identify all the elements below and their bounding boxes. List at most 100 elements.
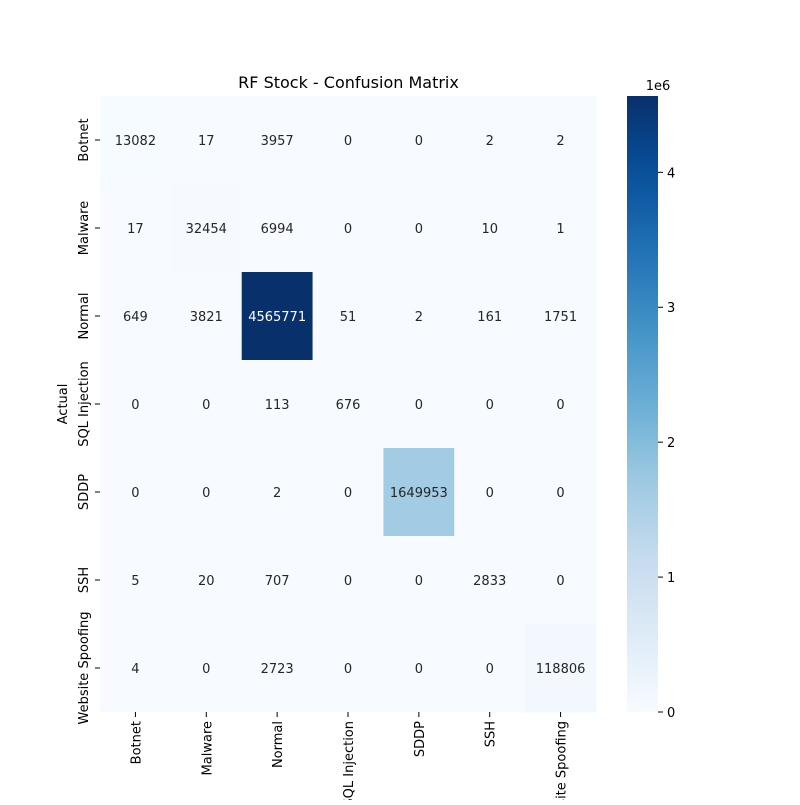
heatmap-cell	[100, 272, 172, 361]
heatmap-cell	[312, 184, 384, 273]
heatmap-cell	[525, 448, 597, 537]
cell-value-label: 13082	[115, 134, 156, 149]
column-tick-label: SSH	[484, 721, 499, 747]
heatmap-cell	[241, 624, 314, 713]
cell-value-label: 6994	[261, 222, 294, 237]
heatmap-cell	[525, 272, 597, 361]
cell-value-label: 0	[486, 662, 494, 677]
heatmap-cell	[454, 536, 526, 625]
cell-value-label: 2	[273, 486, 281, 501]
heatmap-cell	[170, 536, 243, 625]
column-tick-label: SDDP	[413, 721, 428, 757]
heatmap-cell	[170, 624, 243, 713]
colorbar-gradient-bar	[627, 96, 658, 712]
cell-value-label: 0	[344, 222, 352, 237]
heatmap-cell	[241, 96, 314, 185]
cell-value-label: 1	[556, 222, 564, 237]
cell-value-label: 0	[415, 222, 423, 237]
cell-value-label: 1649953	[390, 486, 448, 501]
cell-value-label: 0	[415, 134, 423, 149]
heatmap-cell	[454, 624, 526, 713]
heatmap-cell	[170, 272, 243, 361]
cell-value-label: 20	[198, 574, 215, 589]
cell-value-label: 0	[344, 134, 352, 149]
colorbar: 0 1 2 3 4 1e6	[627, 79, 675, 721]
y-axis-label: Actual	[56, 384, 71, 425]
heatmap-cell	[100, 184, 172, 273]
cell-value-label: 3821	[190, 310, 223, 325]
column-tick-label: Website Spoofing	[555, 721, 570, 800]
heatmap-cell	[170, 184, 243, 273]
column-tick-label: SQL Injection	[342, 721, 357, 800]
cell-value-label: 0	[415, 574, 423, 589]
row-tick-label: SDDP	[77, 474, 92, 510]
cell-value-label: 707	[265, 574, 290, 589]
heatmap-cell	[383, 536, 455, 625]
heatmap-cell	[454, 360, 526, 449]
row-tick-label: SQL Injection	[77, 361, 92, 447]
cell-value-label: 0	[344, 574, 352, 589]
heatmap-cell	[170, 360, 243, 449]
heatmap-cell	[312, 624, 384, 713]
heatmap-cells: 13082 17 3957 0 0 2 2 17 32454 6994 0 0 10 1 649 3821 4 5…	[100, 96, 597, 713]
cell-value-label: 4	[131, 662, 139, 677]
row-tick-labels: Botnet Malware Normal SQL Injection SDDP SSH W…	[77, 118, 100, 725]
cell-value-label: 0	[486, 398, 494, 413]
cell-value-label: 17	[127, 222, 144, 237]
heatmap-cell	[525, 360, 597, 449]
cell-value-label: 649	[123, 310, 148, 325]
column-tick-labels: Botnet Malware Normal SQL Injection SDDP SSH W…	[129, 712, 570, 805]
cell-value-label: 1751	[544, 310, 577, 325]
heatmap-cell	[170, 448, 243, 537]
heatmap-cell	[100, 360, 172, 449]
cell-value-label: 0	[131, 486, 139, 501]
heatmap-cell	[312, 360, 384, 449]
cell-value-label: 676	[336, 398, 361, 413]
colorbar-offset-label: 1e6	[646, 79, 671, 94]
cell-value-label: 32454	[186, 222, 227, 237]
heatmap-cell	[454, 96, 526, 185]
cell-value-label: 3957	[261, 134, 294, 149]
heatmap-cell	[312, 448, 384, 537]
heatmap-cell	[100, 536, 172, 625]
heatmap-cell	[100, 624, 172, 713]
cell-value-label: 0	[202, 486, 210, 501]
colorbar-tick-label: 2	[667, 436, 675, 451]
heatmap-cell	[454, 184, 526, 273]
column-tick-label: Botnet	[129, 721, 144, 764]
heatmap-cell	[525, 184, 597, 273]
column-tick-label: Normal	[271, 721, 286, 768]
heatmap-cell	[525, 624, 597, 713]
heatmap-cell	[241, 184, 314, 273]
cell-value-label: 0	[556, 574, 564, 589]
colorbar-tick-label: 4	[667, 166, 675, 181]
cell-value-label: 0	[344, 486, 352, 501]
heatmap-cell	[383, 624, 455, 713]
cell-value-label: 2	[415, 310, 423, 325]
cell-value-label: 2723	[261, 662, 294, 677]
cell-value-label: 17	[198, 134, 215, 149]
cell-value-label: 51	[340, 310, 357, 325]
cell-value-label: 10	[481, 222, 498, 237]
cell-value-label: 2	[556, 134, 564, 149]
heatmap-cell	[383, 360, 455, 449]
row-tick-label: Malware	[77, 201, 92, 255]
cell-value-label: 0	[131, 398, 139, 413]
cell-value-label: 0	[344, 662, 352, 677]
heatmap-cell	[525, 536, 597, 625]
heatmap-cell	[312, 536, 384, 625]
heatmap-cell	[241, 536, 314, 625]
cell-value-label: 5	[131, 574, 139, 589]
heatmap-cell	[312, 96, 384, 185]
cell-value-label: 0	[556, 486, 564, 501]
heatmap-cell	[525, 96, 597, 185]
row-tick-label: Botnet	[77, 118, 92, 161]
cell-value-label: 113	[265, 398, 290, 413]
colorbar-tick-label: 0	[667, 706, 675, 721]
heatmap-cell	[383, 448, 455, 537]
cell-value-label: 0	[486, 486, 494, 501]
cell-value-label: 0	[202, 662, 210, 677]
heatmap-cell	[241, 360, 314, 449]
